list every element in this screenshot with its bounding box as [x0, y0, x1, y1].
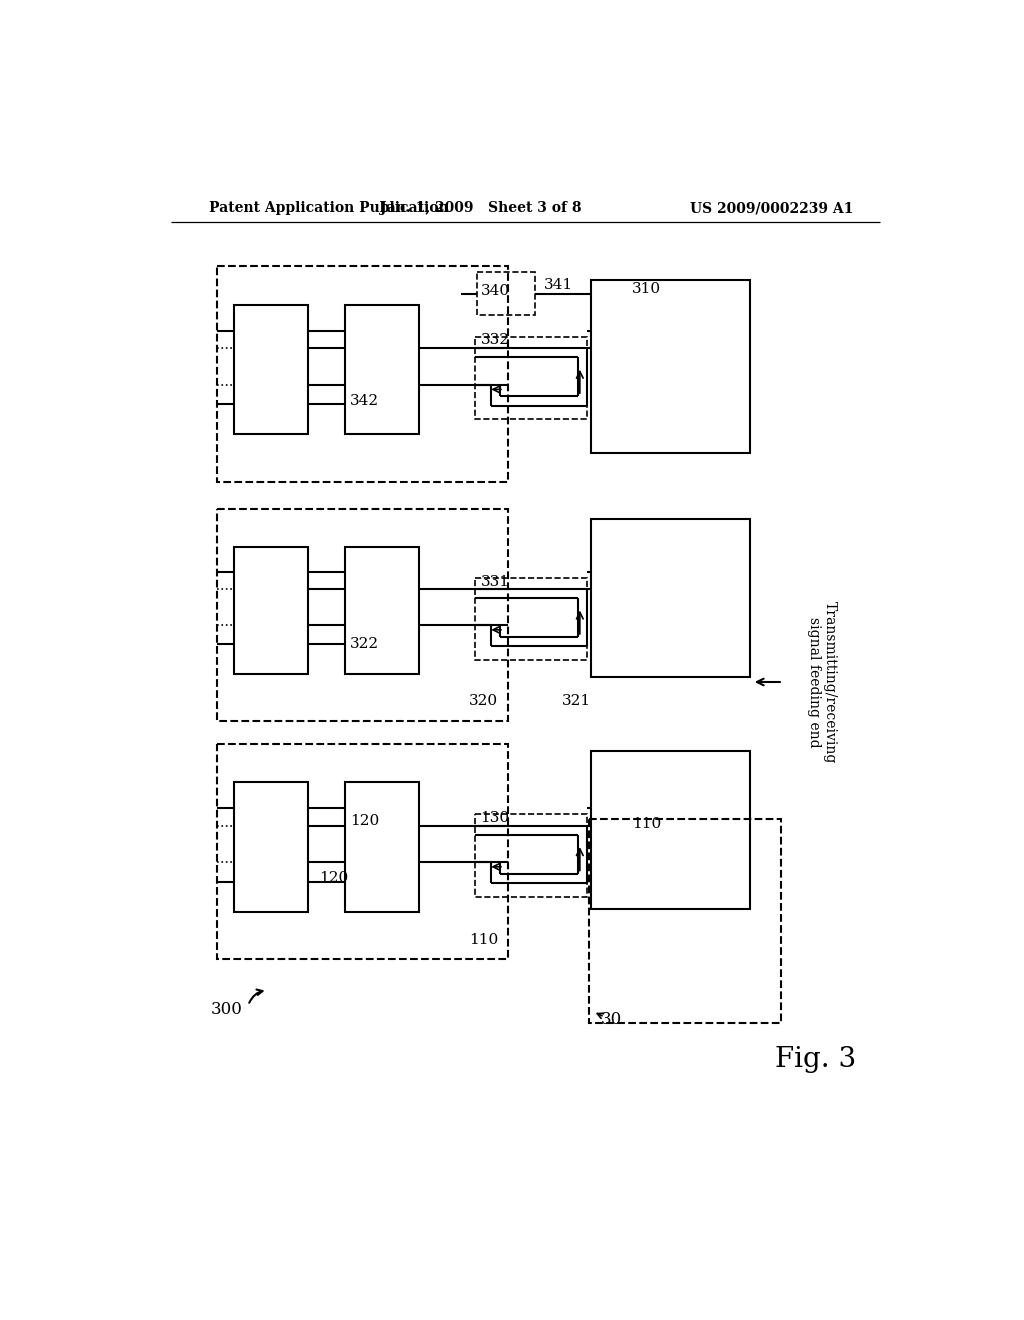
Bar — [345, 783, 419, 912]
Text: 300: 300 — [211, 1001, 243, 1018]
Text: Jan. 1, 2009   Sheet 3 of 8: Jan. 1, 2009 Sheet 3 of 8 — [380, 202, 582, 215]
Bar — [234, 305, 308, 434]
Text: Patent Application Publication: Patent Application Publication — [209, 202, 449, 215]
Bar — [591, 751, 750, 909]
Bar — [217, 267, 508, 482]
Bar — [591, 280, 750, 453]
Text: 120: 120 — [350, 813, 379, 828]
Text: 321: 321 — [562, 694, 591, 709]
Bar — [217, 743, 508, 960]
Text: 110: 110 — [632, 817, 662, 832]
Text: 332: 332 — [480, 334, 510, 347]
Text: 30: 30 — [601, 1011, 622, 1028]
Bar — [477, 272, 535, 314]
Text: 110: 110 — [469, 933, 499, 946]
Bar — [234, 783, 308, 912]
Bar — [589, 818, 781, 1023]
Bar — [234, 546, 308, 675]
Bar — [345, 546, 419, 675]
Text: 130: 130 — [480, 810, 510, 825]
Bar — [217, 508, 508, 721]
Bar — [475, 814, 587, 896]
Text: 342: 342 — [350, 393, 379, 408]
Text: 120: 120 — [318, 871, 348, 886]
Bar — [475, 337, 587, 420]
Text: 331: 331 — [480, 574, 510, 589]
Text: 320: 320 — [469, 694, 498, 709]
Bar — [475, 578, 587, 660]
Text: 322: 322 — [350, 636, 379, 651]
Text: 310: 310 — [632, 282, 660, 296]
Bar — [345, 305, 419, 434]
Text: 340: 340 — [480, 284, 510, 298]
Text: Fig. 3: Fig. 3 — [775, 1045, 856, 1073]
Text: Transmitting/receiving
signal feeding end: Transmitting/receiving signal feeding en… — [807, 601, 837, 763]
Text: US 2009/0002239 A1: US 2009/0002239 A1 — [689, 202, 853, 215]
Bar — [591, 519, 750, 677]
Text: 341: 341 — [544, 279, 573, 293]
